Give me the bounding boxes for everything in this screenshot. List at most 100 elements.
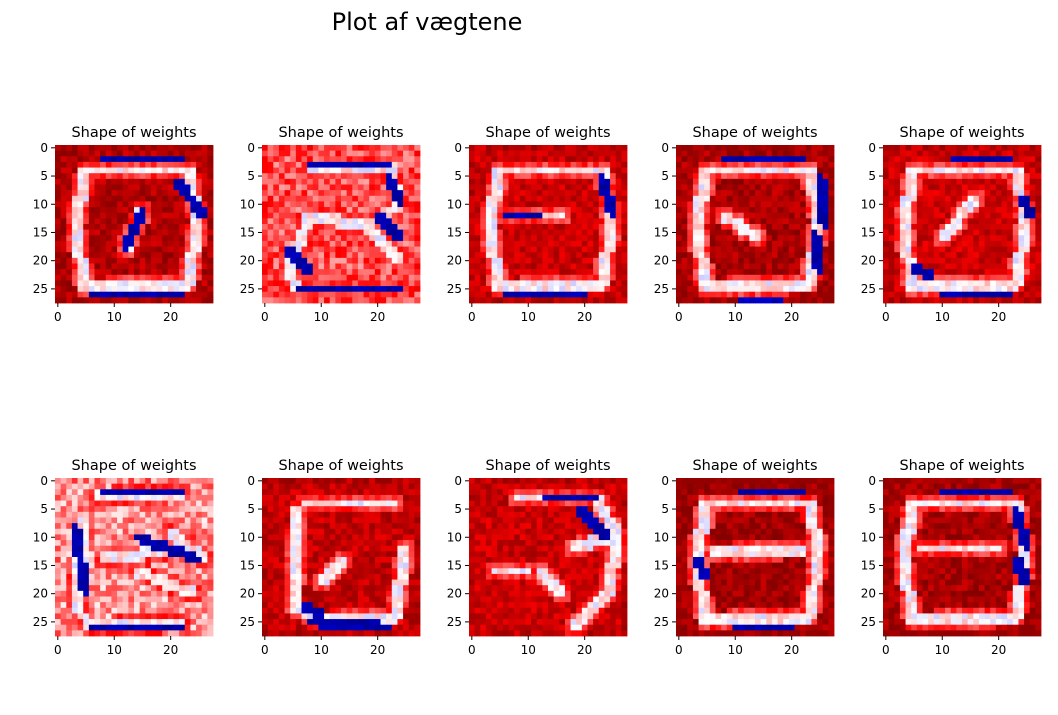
heatmap-cell bbox=[1029, 173, 1036, 180]
heatmap-cell bbox=[179, 229, 186, 236]
heatmap-cell bbox=[105, 517, 112, 524]
heatmap-cell bbox=[828, 201, 835, 208]
heatmap-cell bbox=[967, 184, 974, 191]
heatmap-cell bbox=[346, 229, 353, 236]
heatmap-cell bbox=[134, 607, 141, 614]
heatmap-cell bbox=[179, 224, 186, 231]
heatmap-cell bbox=[474, 235, 481, 242]
heatmap-cell bbox=[542, 184, 549, 191]
heatmap-cell bbox=[134, 167, 141, 174]
heatmap-cell bbox=[391, 500, 398, 507]
heatmap-cell bbox=[346, 269, 353, 276]
heatmap-cell bbox=[145, 528, 152, 535]
heatmap-cell bbox=[77, 190, 84, 197]
heatmap-cell bbox=[474, 167, 481, 174]
heatmap-cell bbox=[777, 207, 784, 214]
heatmap-cell bbox=[598, 218, 605, 225]
heatmap-cell bbox=[519, 286, 526, 293]
heatmap-cell bbox=[329, 224, 336, 231]
heatmap-cell bbox=[207, 568, 214, 575]
heatmap-cell bbox=[883, 286, 890, 293]
heatmap-cell bbox=[273, 257, 280, 264]
heatmap-cell bbox=[55, 218, 62, 225]
heatmap-cell bbox=[950, 297, 957, 304]
heatmap-cell bbox=[167, 511, 174, 518]
heatmap-cell bbox=[117, 274, 124, 281]
heatmap-cell bbox=[391, 286, 398, 293]
heatmap-cell bbox=[77, 630, 84, 637]
heatmap-cell bbox=[284, 224, 291, 231]
heatmap-cell bbox=[55, 517, 62, 524]
heatmap-cell bbox=[485, 229, 492, 236]
heatmap-cell bbox=[581, 246, 588, 253]
heatmap-cell bbox=[576, 190, 583, 197]
heatmap-cell bbox=[990, 246, 997, 253]
heatmap-cell bbox=[380, 489, 387, 496]
heatmap-cell bbox=[1018, 212, 1025, 219]
heatmap-cell bbox=[911, 286, 918, 293]
heatmap-cell bbox=[66, 173, 73, 180]
heatmap-cell bbox=[800, 269, 807, 276]
heatmap-cell bbox=[726, 224, 733, 231]
heatmap-cell bbox=[576, 257, 583, 264]
heatmap-cell bbox=[295, 280, 302, 287]
heatmap-cell bbox=[173, 534, 180, 541]
heatmap-cell bbox=[386, 252, 393, 259]
heatmap-cell bbox=[312, 167, 319, 174]
heatmap-cell bbox=[184, 579, 191, 586]
heatmap-cell bbox=[290, 207, 297, 214]
heatmap-cell bbox=[391, 494, 398, 501]
heatmap-cell bbox=[357, 478, 364, 485]
heatmap-cell bbox=[553, 167, 560, 174]
heatmap-cell bbox=[687, 218, 694, 225]
heatmap-cell bbox=[828, 190, 835, 197]
heatmap-cell bbox=[179, 207, 186, 214]
heatmap-cell bbox=[760, 252, 767, 259]
heatmap-cell bbox=[536, 235, 543, 242]
heatmap-cell bbox=[290, 500, 297, 507]
heatmap-cell bbox=[134, 297, 141, 304]
heatmap-cell bbox=[593, 145, 600, 152]
heatmap-cell bbox=[145, 286, 152, 293]
heatmap-cell bbox=[967, 178, 974, 185]
y-tick-label: 20 bbox=[33, 254, 48, 268]
heatmap-cell bbox=[956, 246, 963, 253]
heatmap-cell bbox=[581, 201, 588, 208]
heatmap-cell bbox=[800, 286, 807, 293]
heatmap-cell bbox=[190, 235, 197, 242]
heatmap-cell bbox=[374, 235, 381, 242]
heatmap-cell bbox=[469, 224, 476, 231]
heatmap-cell bbox=[196, 551, 203, 558]
heatmap-cell bbox=[531, 240, 538, 247]
heatmap-cell bbox=[676, 224, 683, 231]
heatmap-cell bbox=[525, 190, 532, 197]
heatmap-cell bbox=[139, 579, 146, 586]
heatmap-cell bbox=[933, 229, 940, 236]
heatmap-cell bbox=[990, 274, 997, 281]
heatmap-cell bbox=[207, 602, 214, 609]
heatmap-cell bbox=[894, 212, 901, 219]
y-tick-label: 10 bbox=[654, 197, 669, 211]
heatmap-cell bbox=[273, 145, 280, 152]
heatmap-cell bbox=[301, 506, 308, 513]
heatmap-cell bbox=[122, 540, 129, 547]
heatmap-cell bbox=[956, 257, 963, 264]
heatmap-cell bbox=[755, 173, 762, 180]
heatmap-cell bbox=[134, 624, 141, 631]
heatmap-cell bbox=[139, 619, 146, 626]
heatmap-cell bbox=[570, 156, 577, 163]
heatmap-cell bbox=[77, 596, 84, 603]
heatmap-cell bbox=[150, 590, 157, 597]
heatmap-cell bbox=[564, 235, 571, 242]
heatmap-cell bbox=[978, 156, 985, 163]
heatmap-cell bbox=[94, 257, 101, 264]
heatmap-cell bbox=[134, 269, 141, 276]
heatmap-cell bbox=[553, 190, 560, 197]
heatmap-cell bbox=[94, 184, 101, 191]
heatmap-cell bbox=[134, 286, 141, 293]
heatmap-cell bbox=[156, 545, 163, 552]
heatmap-cell bbox=[721, 145, 728, 152]
heatmap-cell bbox=[134, 602, 141, 609]
heatmap-cell bbox=[100, 562, 107, 569]
heatmap-cell bbox=[681, 167, 688, 174]
